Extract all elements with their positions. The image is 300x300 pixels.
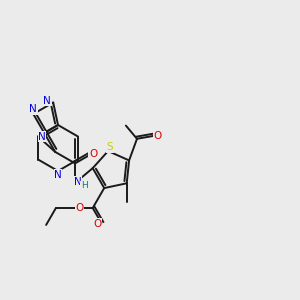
Text: N: N xyxy=(43,95,51,106)
Text: N: N xyxy=(38,131,46,142)
Text: O: O xyxy=(154,131,162,141)
Text: S: S xyxy=(107,142,113,152)
Text: N: N xyxy=(54,170,62,180)
Text: O: O xyxy=(93,219,101,229)
Text: O: O xyxy=(75,203,84,213)
Text: N: N xyxy=(74,177,82,187)
Text: H: H xyxy=(81,182,88,190)
Text: O: O xyxy=(89,149,97,159)
Text: N: N xyxy=(29,104,37,114)
